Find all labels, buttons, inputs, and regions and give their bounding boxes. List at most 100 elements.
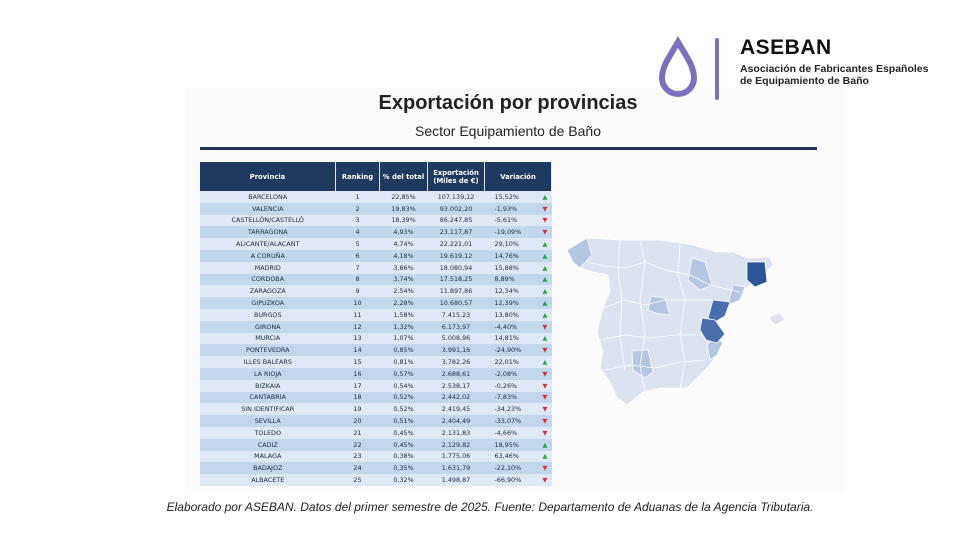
province-cell: ALICANTE/ALACANT <box>200 238 336 250</box>
province-cell: BURGOS <box>200 308 336 321</box>
brand-name: ASEBAN <box>740 36 832 59</box>
arrow-up-icon: ▲ <box>538 249 552 262</box>
export-cell: 86.247,85 <box>427 214 485 227</box>
map-province-border <box>677 244 686 389</box>
map-region-zaragoza <box>687 257 713 291</box>
ranking-cell: 22 <box>335 438 380 451</box>
export-cell: 3.782,26 <box>427 356 485 368</box>
map-province-border <box>599 334 700 341</box>
pct-cell: 18,39% <box>379 214 428 227</box>
arrow-down-icon: ▼ <box>538 214 552 227</box>
table-row: SIN IDENTIFICAR 19 0,52% 2.419,45 -34,23% ▼ <box>200 403 552 416</box>
pct-cell: 3,86% <box>379 261 428 274</box>
province-cell: BADAJOZ <box>200 462 336 475</box>
variation-cell: -0,26% <box>484 379 539 392</box>
ranking-cell: 18 <box>335 391 380 404</box>
export-cell: 1.631,79 <box>427 462 485 475</box>
pct-cell: 1,58% <box>379 308 428 321</box>
export-cell: 2.131,83 <box>427 426 485 439</box>
pct-cell: 1,07% <box>379 332 428 345</box>
arrow-up-icon: ▲ <box>538 238 552 250</box>
province-cell: TOLEDO <box>200 426 336 439</box>
province-cell: CANTABRIA <box>200 391 336 404</box>
pct-cell: 0,35% <box>379 462 428 475</box>
map-province-border <box>617 239 626 371</box>
variation-cell: -5,61% <box>484 214 539 227</box>
variation-cell: 14,81% <box>484 332 539 345</box>
map-region-barcelona <box>746 261 768 288</box>
map-region-madrid <box>647 295 671 316</box>
map-region-castellon <box>707 299 731 323</box>
map-province-border <box>586 261 741 293</box>
table-row: MADRID 7 3,86% 18.080,94 15,88% ▲ <box>200 261 552 274</box>
column-header-exportacion: Exportación (Miles de €) <box>427 162 485 191</box>
ranking-cell: 5 <box>335 238 380 250</box>
table-row: LA RIOJA 16 0,57% 2.688,61 -2,08% ▼ <box>200 367 552 380</box>
pct-cell: 0,57% <box>379 367 428 380</box>
export-cell: 18.080,94 <box>427 261 485 274</box>
variation-cell: 29,10% <box>484 238 539 250</box>
variation-cell: 15,52% <box>484 191 539 203</box>
pct-cell: 0,38% <box>379 450 428 463</box>
title-divider <box>200 147 817 150</box>
ranking-cell: 3 <box>335 214 380 227</box>
arrow-down-icon: ▼ <box>538 379 552 392</box>
table-row: ALBACETE 25 0,32% 1.498,87 -66,90% ▼ <box>200 474 552 486</box>
export-cell: 93.002,20 <box>427 202 485 215</box>
ranking-cell: 9 <box>335 285 380 298</box>
table-row: VALENCIA 2 19,83% 93.002,20 -1,93% ▼ <box>200 202 552 215</box>
map-region-balearics <box>767 312 786 326</box>
arrow-up-icon: ▲ <box>538 332 552 345</box>
province-cell: MADRID <box>200 261 336 274</box>
ranking-cell: 17 <box>335 379 380 392</box>
column-header-pct: % del total <box>379 162 428 191</box>
arrow-up-icon: ▲ <box>538 285 552 298</box>
arrow-down-icon: ▼ <box>538 474 552 486</box>
arrow-down-icon: ▼ <box>538 202 552 215</box>
export-cell: 5.008,96 <box>427 332 485 345</box>
export-cell: 1.775,06 <box>427 450 485 463</box>
table-row: CORDOBA 8 3,74% 17.518,25 8,89% ▲ <box>200 273 552 286</box>
map-region-a-coruna <box>566 237 593 269</box>
province-cell: BIZKAIA <box>200 379 336 392</box>
export-cell: 22.221,01 <box>427 238 485 250</box>
province-cell: ALBACETE <box>200 474 336 486</box>
map-region-valencia <box>699 317 726 344</box>
table-row: GIPUZKOA 10 2,28% 10.680,57 12,39% ▲ <box>200 297 552 309</box>
province-cell: CADIZ <box>200 438 336 451</box>
export-cell: 7.415,23 <box>427 308 485 321</box>
province-cell: GIRONA <box>200 320 336 333</box>
province-cell: PONTEVEDRA <box>200 344 336 357</box>
export-cell: 11.897,86 <box>427 285 485 298</box>
arrow-up-icon: ▲ <box>538 191 552 203</box>
export-cell: 2.129,82 <box>427 438 485 451</box>
export-cell: 1.498,87 <box>427 474 485 486</box>
table-row: ALICANTE/ALACANT 5 4,74% 22.221,01 29,10% ▲ <box>200 238 552 250</box>
arrow-up-icon: ▲ <box>538 261 552 274</box>
variation-cell: -22,10% <box>484 462 539 475</box>
pct-cell: 0,52% <box>379 403 428 416</box>
arrow-down-icon: ▼ <box>538 226 552 239</box>
ranking-cell: 4 <box>335 226 380 239</box>
export-cell: 2.419,45 <box>427 403 485 416</box>
map-region-alicante <box>706 337 724 361</box>
variation-cell: -7,83% <box>484 391 539 404</box>
province-cell: BARCELONA <box>200 191 336 203</box>
province-cell: LA RIOJA <box>200 367 336 380</box>
province-cell: A CORUÑA <box>200 249 336 262</box>
variation-cell: 63,46% <box>484 450 539 463</box>
exports-table: Provincia Ranking % del total Exportació… <box>200 162 552 486</box>
ranking-cell: 25 <box>335 474 380 486</box>
pct-cell: 4,93% <box>379 226 428 239</box>
province-cell: TARRAGONA <box>200 226 336 239</box>
variation-cell: 8,89% <box>484 273 539 286</box>
map-province-border <box>602 299 713 309</box>
variation-cell: -24,90% <box>484 344 539 357</box>
table-row: MALAGA 23 0,38% 1.775,06 63,46% ▲ <box>200 450 552 463</box>
map-province-border <box>639 239 646 393</box>
ranking-cell: 21 <box>335 426 380 439</box>
ranking-cell: 15 <box>335 356 380 368</box>
export-cell: 10.680,57 <box>427 297 485 309</box>
province-cell: CORDOBA <box>200 273 336 286</box>
province-cell: MURCIA <box>200 332 336 345</box>
